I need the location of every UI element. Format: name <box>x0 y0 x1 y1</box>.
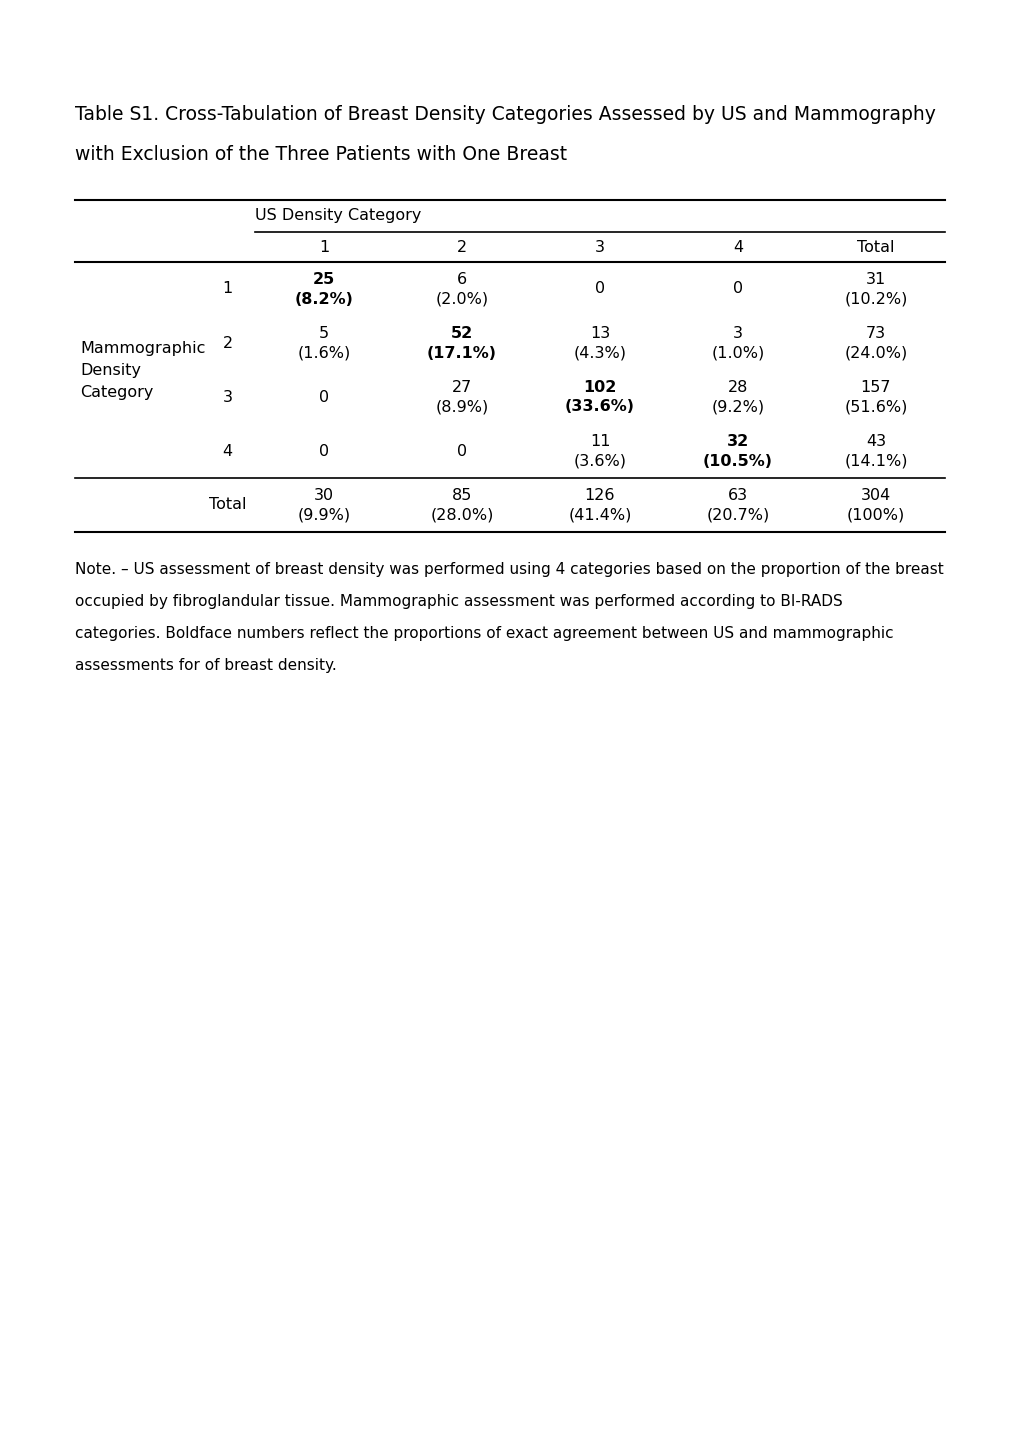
Text: 1: 1 <box>319 240 329 254</box>
Text: 13: 13 <box>589 326 609 341</box>
Text: 157: 157 <box>860 380 891 394</box>
Text: (24.0%): (24.0%) <box>844 345 907 361</box>
Text: (3.6%): (3.6%) <box>573 453 626 469</box>
Text: categories. Boldface numbers reflect the proportions of exact agreement between : categories. Boldface numbers reflect the… <box>75 626 893 641</box>
Text: 63: 63 <box>728 488 747 502</box>
Text: 102: 102 <box>583 380 616 394</box>
Text: 0: 0 <box>457 443 467 459</box>
Text: (1.0%): (1.0%) <box>710 345 764 361</box>
Text: 11: 11 <box>589 433 609 449</box>
Text: (10.5%): (10.5%) <box>702 453 772 469</box>
Text: 126: 126 <box>584 488 614 502</box>
Text: 3: 3 <box>222 390 232 404</box>
Text: Category: Category <box>79 384 153 400</box>
Text: 304: 304 <box>860 488 891 502</box>
Text: Note. – US assessment of breast density was performed using 4 categories based o: Note. – US assessment of breast density … <box>75 561 943 577</box>
Text: 73: 73 <box>865 326 886 341</box>
Text: US Density Category: US Density Category <box>255 208 421 224</box>
Text: 6: 6 <box>457 271 467 287</box>
Text: (100%): (100%) <box>846 508 904 522</box>
Text: 0: 0 <box>319 443 329 459</box>
Text: 4: 4 <box>222 443 232 459</box>
Text: (20.7%): (20.7%) <box>706 508 769 522</box>
Text: (17.1%): (17.1%) <box>427 345 496 361</box>
Text: (8.9%): (8.9%) <box>435 400 488 414</box>
Text: (2.0%): (2.0%) <box>435 291 488 306</box>
Text: (33.6%): (33.6%) <box>565 400 635 414</box>
Text: 31: 31 <box>865 271 886 287</box>
Text: with Exclusion of the Three Patients with One Breast: with Exclusion of the Three Patients wit… <box>75 144 567 165</box>
Text: Total: Total <box>856 240 894 254</box>
Text: 28: 28 <box>728 380 748 394</box>
Text: 25: 25 <box>313 271 335 287</box>
Text: 2: 2 <box>222 336 232 351</box>
Text: 4: 4 <box>733 240 742 254</box>
Text: (41.4%): (41.4%) <box>568 508 631 522</box>
Text: 30: 30 <box>314 488 334 502</box>
Text: (9.9%): (9.9%) <box>298 508 351 522</box>
Text: Density: Density <box>79 362 141 378</box>
Text: (10.2%): (10.2%) <box>844 291 907 306</box>
Text: 0: 0 <box>594 281 604 296</box>
Text: Total: Total <box>209 498 246 512</box>
Text: 0: 0 <box>733 281 742 296</box>
Text: 43: 43 <box>865 433 886 449</box>
Text: (1.6%): (1.6%) <box>298 345 351 361</box>
Text: 3: 3 <box>594 240 604 254</box>
Text: 3: 3 <box>733 326 742 341</box>
Text: 52: 52 <box>450 326 473 341</box>
Text: 32: 32 <box>727 433 748 449</box>
Text: (4.3%): (4.3%) <box>573 345 626 361</box>
Text: Table S1. Cross-Tabulation of Breast Density Categories Assessed by US and Mammo: Table S1. Cross-Tabulation of Breast Den… <box>75 105 935 124</box>
Text: assessments for of breast density.: assessments for of breast density. <box>75 658 336 672</box>
Text: 85: 85 <box>451 488 472 502</box>
Text: 27: 27 <box>451 380 472 394</box>
Text: (51.6%): (51.6%) <box>844 400 907 414</box>
Text: (28.0%): (28.0%) <box>430 508 493 522</box>
Text: (14.1%): (14.1%) <box>844 453 907 469</box>
Text: 0: 0 <box>319 390 329 404</box>
Text: 2: 2 <box>457 240 467 254</box>
Text: (9.2%): (9.2%) <box>710 400 764 414</box>
Text: occupied by fibroglandular tissue. Mammographic assessment was performed accordi: occupied by fibroglandular tissue. Mammo… <box>75 595 842 609</box>
Text: Mammographic: Mammographic <box>79 341 205 355</box>
Text: 1: 1 <box>222 281 232 296</box>
Text: 5: 5 <box>319 326 329 341</box>
Text: (8.2%): (8.2%) <box>294 291 354 306</box>
